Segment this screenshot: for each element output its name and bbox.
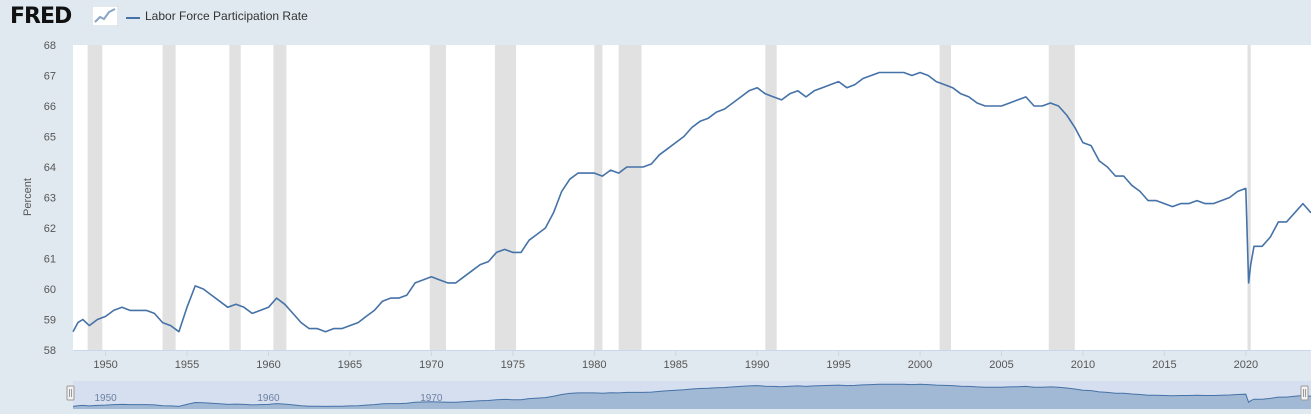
navigator-window[interactable] [73, 381, 1311, 409]
chart-header: FRED Labor Force Participation Rate [0, 0, 1311, 34]
x-tick-label: 2010 [1071, 359, 1095, 371]
y-axis-label: Percent [22, 178, 34, 216]
y-tick-label: 58 [44, 345, 56, 357]
x-tick-label: 1980 [582, 359, 606, 371]
x-tick-label: 2005 [989, 359, 1013, 371]
x-tick-label: 1950 [93, 359, 117, 371]
x-tick-label: 1975 [501, 359, 525, 371]
legend-swatch [126, 17, 140, 19]
y-tick-label: 64 [44, 162, 56, 174]
recession-band [273, 45, 287, 350]
resize-handle-icon[interactable] [1300, 385, 1309, 401]
fred-logo: FRED [10, 4, 72, 29]
navigator[interactable]: 1950 1960 1970 [66, 381, 1311, 409]
legend-label: Labor Force Participation Rate [145, 9, 308, 23]
recession-band [429, 45, 447, 350]
recession-band [1048, 45, 1075, 350]
recession-band [1247, 45, 1251, 350]
navigator-tick-label: 1970 [420, 393, 443, 404]
navigator-area [73, 384, 1311, 409]
x-tick-label: 1995 [826, 359, 850, 371]
x-tick-label: 2020 [1234, 359, 1258, 371]
y-axis: 58 59 60 61 62 63 64 65 66 67 68 [44, 40, 56, 357]
chart-line-icon [92, 6, 118, 26]
x-tick-label: 1990 [745, 359, 769, 371]
x-tick-label: 1955 [175, 359, 199, 371]
y-tick-label: 67 [44, 71, 56, 83]
x-tick-label: 1960 [256, 359, 280, 371]
recession-band [87, 45, 103, 350]
recession-band [765, 45, 777, 350]
plot-area [73, 45, 1311, 350]
y-tick-label: 62 [44, 223, 56, 235]
x-tick-label: 1985 [663, 359, 687, 371]
y-tick-label: 66 [44, 101, 56, 113]
navigator-line [72, 383, 1311, 407]
x-tick-label: 2015 [1152, 359, 1176, 371]
navigator-ticks: 1950 1960 1970 [94, 393, 442, 404]
recession-band [229, 45, 241, 350]
y-tick-label: 60 [44, 284, 56, 296]
y-tick-label: 68 [44, 40, 56, 52]
recession-bands [87, 45, 1251, 350]
x-tick-label: 1970 [419, 359, 443, 371]
navigator-tick-label: 1960 [257, 393, 280, 404]
series-layer [72, 71, 1311, 333]
navigator-tick-label: 1950 [94, 393, 117, 404]
x-tick-label: 1965 [338, 359, 362, 371]
recession-band [939, 45, 952, 350]
recession-band [494, 45, 517, 350]
series-line [72, 71, 1311, 333]
recession-band [594, 45, 603, 350]
y-tick-label: 59 [44, 315, 56, 327]
recession-band [162, 45, 176, 350]
y-tick-label: 61 [44, 254, 56, 266]
recession-band [618, 45, 642, 350]
resize-handle-icon[interactable] [66, 385, 75, 401]
x-tick-label: 2000 [908, 359, 932, 371]
y-tick-label: 65 [44, 132, 56, 144]
y-tick-label: 63 [44, 193, 56, 205]
x-axis: 1950 1955 1960 1965 1970 1975 1980 1985 1990 1995… [73, 350, 1311, 371]
